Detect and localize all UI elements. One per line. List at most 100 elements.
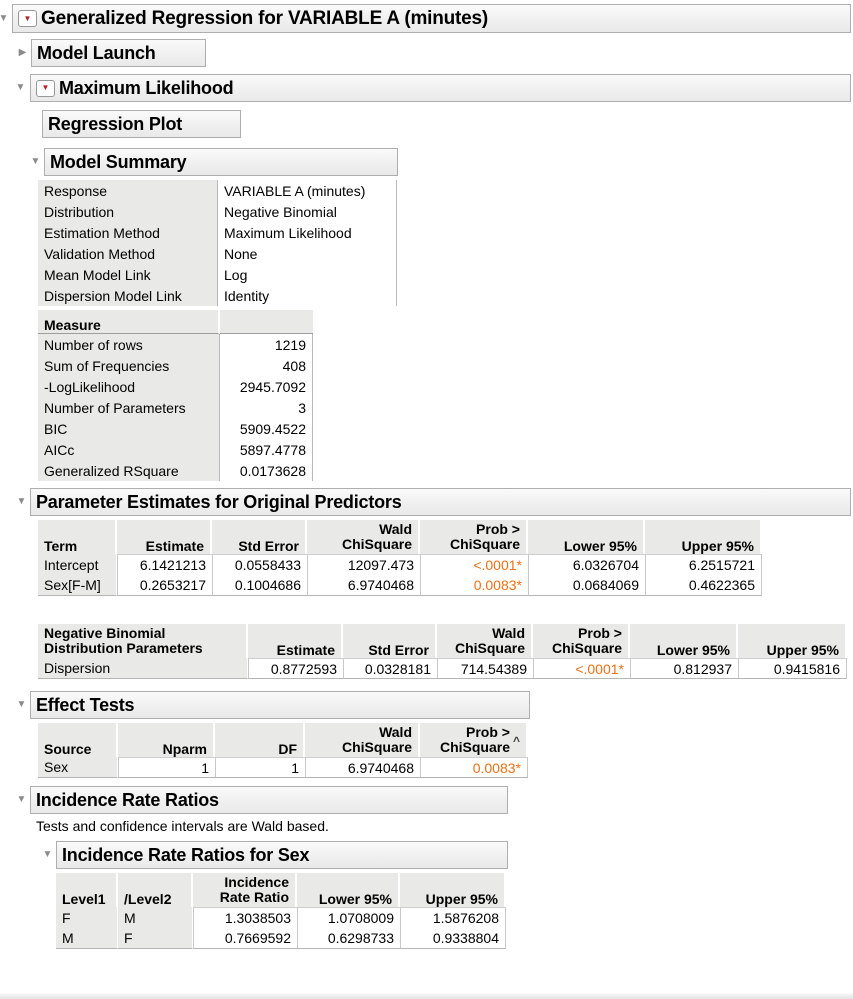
table-row: AICc 5897.4778 (38, 439, 313, 460)
column-header: Lower 95% (297, 873, 400, 907)
disclosure-open-icon[interactable]: ▼ (16, 794, 27, 805)
disclosure-open-icon[interactable]: ▼ (15, 82, 26, 93)
wald-note-text: Tests and confidence intervals are Wald … (36, 818, 329, 834)
row-label-cell: Number of Parameters (38, 397, 220, 418)
disclosure-collapsed-icon[interactable]: ▶ (18, 47, 27, 58)
row-label-cell: M (118, 907, 193, 928)
column-header: Nparm (118, 723, 215, 757)
table-row: Dispersion Model Link Identity (38, 285, 397, 306)
table-cell: 6.9740468 (307, 575, 420, 596)
table-cell: Log (218, 264, 397, 285)
section-header-incidence-rate-ratios[interactable]: Incidence Rate Ratios (30, 786, 508, 814)
column-header: Prob > ChiSquare (420, 520, 528, 554)
table-cell: 0.0558433 (212, 554, 307, 575)
table-cell: 1.5876208 (400, 907, 506, 928)
section-header-model-launch[interactable]: Model Launch (31, 39, 206, 67)
column-header: /Level2 (118, 873, 193, 907)
disclosure-open-icon[interactable]: ▼ (16, 496, 27, 507)
table-cell: 1219 (220, 334, 313, 355)
disclosure-open-icon[interactable]: ▼ (42, 849, 53, 860)
table-row: -LogLikelihood 2945.7092 (38, 376, 313, 397)
table-cell: 0.7669592 (193, 928, 297, 949)
row-label-cell: Intercept (38, 554, 117, 575)
column-header: Upper 95% (645, 520, 762, 554)
section-title: Incidence Rate Ratios for Sex (62, 844, 310, 865)
row-label-cell: Response (38, 180, 218, 201)
red-triangle-menu-button[interactable]: ▼ (36, 79, 55, 97)
section-header-generalized-regression[interactable]: ▼ Generalized Regression for VARIABLE A … (12, 4, 851, 33)
row-label-cell: Dispersion (38, 658, 248, 679)
table-cell: 0.812937 (630, 658, 738, 679)
column-header (220, 310, 313, 334)
table-header-row: Negative Binomial Distribution Parameters… (38, 624, 847, 658)
dispersion-parameters-table: Negative Binomial Distribution Parameters… (38, 624, 847, 679)
table-cell: 6.0326704 (528, 554, 645, 575)
row-label-cell: M (56, 928, 118, 949)
table-cell: 12097.473 (307, 554, 420, 575)
effect-tests-table: Source Nparm DF Wald ChiSquare Prob > ChiS… (38, 723, 528, 778)
row-label-cell: Generalized RSquare (38, 460, 220, 481)
table-cell: 0.1004686 (212, 575, 307, 596)
table-cell: 0.8772593 (248, 658, 343, 679)
section-header-incidence-rate-ratios-for-sex[interactable]: Incidence Rate Ratios for Sex (56, 841, 508, 869)
table-header-row: Term Estimate Std Error Wald ChiSquare Pr… (38, 520, 762, 554)
row-label-cell: F (56, 907, 118, 928)
column-header: Level1 (56, 873, 118, 907)
table-cell: 1.3038503 (193, 907, 297, 928)
table-row: Dispersion 0.8772593 0.0328181 714.54389… (38, 658, 847, 679)
table-row: Response VARIABLE A (minutes) (38, 180, 397, 201)
table-cell: VARIABLE A (minutes) (218, 180, 397, 201)
significant-pvalue-cell: <.0001* (533, 658, 630, 679)
section-header-parameter-estimates[interactable]: Parameter Estimates for Original Predict… (30, 488, 851, 516)
table-row: Sex[F-M] 0.2653217 0.1004686 6.9740468 0… (38, 575, 762, 596)
significant-pvalue-cell: 0.0083* (420, 757, 528, 778)
column-header: Measure (38, 310, 220, 334)
table-cell: 1 (215, 757, 305, 778)
section-header-regression-plot[interactable]: Regression Plot (42, 110, 241, 138)
column-header: Wald ChiSquare (307, 520, 420, 554)
table-cell: 0.9338804 (400, 928, 506, 949)
table-header-row: Measure (38, 310, 313, 334)
red-triangle-menu-button[interactable]: ▼ (18, 10, 37, 27)
table-row: Number of Parameters 3 (38, 397, 313, 418)
row-label-cell: F (118, 928, 193, 949)
column-header-sorted[interactable]: Prob > ChiSquare ^ (420, 723, 528, 757)
column-header: Estimate (248, 624, 343, 658)
table-cell: None (218, 243, 397, 264)
table-row: Estimation Method Maximum Likelihood (38, 222, 397, 243)
table-cell: 5909.4522 (220, 418, 313, 439)
table-row: Distribution Negative Binomial (38, 201, 397, 222)
table-cell: 1 (118, 757, 215, 778)
column-header: DF (215, 723, 305, 757)
row-label-cell: Distribution (38, 201, 218, 222)
disclosure-open-icon[interactable]: ▼ (16, 699, 27, 710)
table-row: Sex 1 1 6.9740468 0.0083* (38, 757, 528, 778)
row-label-cell: Validation Method (38, 243, 218, 264)
section-header-maximum-likelihood[interactable]: ▼ Maximum Likelihood (30, 74, 851, 102)
column-header: Wald ChiSquare (305, 723, 420, 757)
disclosure-open-icon[interactable]: ▼ (0, 12, 9, 24)
table-cell: 3 (220, 397, 313, 418)
section-header-effect-tests[interactable]: Effect Tests (30, 691, 530, 719)
table-row: M F 0.7669592 0.6298733 0.9338804 (56, 928, 506, 949)
table-cell: 5897.4778 (220, 439, 313, 460)
section-header-model-summary[interactable]: Model Summary (44, 148, 398, 176)
table-cell: 1.0708009 (297, 907, 400, 928)
table-row: Intercept 6.1421213 0.0558433 12097.473 … (38, 554, 762, 575)
column-header: Prob > ChiSquare (533, 624, 630, 658)
column-header: Estimate (117, 520, 212, 554)
table-cell: 0.0173628 (220, 460, 313, 481)
table-row: Generalized RSquare 0.0173628 (38, 460, 313, 481)
significant-pvalue-cell: <.0001* (420, 554, 528, 575)
column-header: Upper 95% (738, 624, 847, 658)
incidence-rate-ratios-table: Level1 /Level2 Incidence Rate Ratio Lower… (56, 873, 506, 949)
row-label-cell: Mean Model Link (38, 264, 218, 285)
column-header: Source (38, 723, 118, 757)
disclosure-open-icon[interactable]: ▼ (30, 156, 41, 167)
red-triangle-icon: ▼ (23, 13, 32, 23)
table-cell: 714.54389 (437, 658, 533, 679)
row-label-cell: AICc (38, 439, 220, 460)
table-cell: 408 (220, 355, 313, 376)
table-cell: 0.9415816 (738, 658, 847, 679)
